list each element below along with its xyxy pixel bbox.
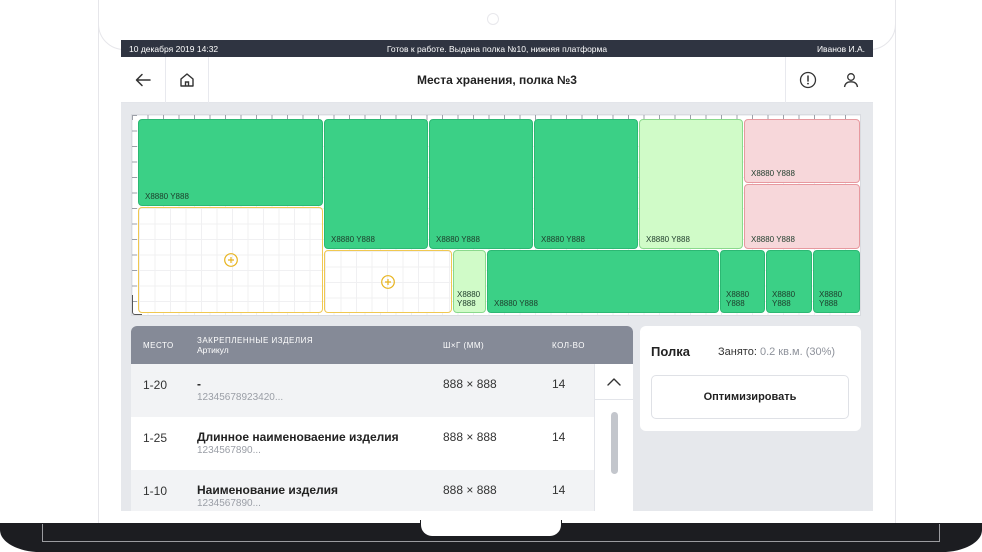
status-message: Готов к работе. Выдана полка №10, нижняя… [386,43,608,54]
storage-cell-label: X8880 Y888 [772,290,796,308]
occupied-info: Занято: 0.2 кв.м. (30%) [718,346,835,358]
alert-circle-icon [799,71,816,89]
user-button[interactable] [829,57,873,103]
storage-cell[interactable]: X8880 Y888 [720,250,765,313]
storage-cell-label: X8880 Y888 [751,235,795,244]
device-notch [420,520,562,537]
map-corner [132,295,142,315]
storage-cell-label: X8880 Y888 [436,235,480,244]
status-datetime: 10 декабря 2019 14:32 [129,43,219,54]
occupied-value: 0.2 кв.м. (30%) [759,346,836,358]
row-place: 1-20 [143,378,168,392]
row-name: Наименование изделия [197,483,339,497]
device-screen: 10 декабря 2019 14:32 Готов к работе. Вы… [121,40,873,511]
ruler-left [132,115,137,315]
device-base-edge-right [939,524,940,542]
table-row[interactable]: 1-20 - 12345678923420... 888 × 888 14 [131,364,594,417]
plus-circle-icon[interactable] [381,274,396,289]
camera-icon [487,13,499,25]
row-qty: 14 [552,377,566,391]
storage-cell[interactable]: X8880 Y888 [766,250,812,313]
scroll-up-button[interactable] [595,364,633,400]
storage-cell[interactable]: X8880 Y888 [534,119,638,249]
row-qty: 14 [552,483,566,497]
home-button[interactable] [165,57,209,103]
header-place: Место [143,341,174,350]
storage-cell[interactable]: X8880 Y888 [813,250,860,313]
row-size: 888 × 888 [443,483,497,497]
row-name: - [197,377,201,391]
storage-cell[interactable]: X8880 Y888 [744,119,860,183]
row-size: 888 × 888 [443,377,497,391]
table-header: Место Закрепленные изделия Артикул Ш×Г (… [131,326,633,364]
row-article: 12345678923420... [197,392,284,403]
storage-map: X8880 Y888 X8880 Y888 X8880 Y888 X8880 Y… [131,114,861,316]
plus-circle-icon[interactable] [223,253,238,268]
shelf-panel: Полка Занято: 0.2 кв.м. (30%) Оптимизиро… [640,326,861,431]
user-icon [843,73,859,88]
storage-cell-label: X8880 Y888 [646,235,690,244]
storage-cell-label: X8880 Y888 [494,299,538,308]
header-article: Артикул [197,345,229,355]
row-place: 1-10 [143,484,168,498]
storage-cell-label: X8880 Y888 [145,192,189,201]
storage-cell-label: X8880 Y888 [726,290,750,308]
page-title: Места хранения, полка №3 [417,73,577,87]
storage-cell[interactable]: X8880 Y888 [744,184,860,249]
storage-cell-label: X8880 Y888 [457,290,481,308]
home-icon [180,73,194,87]
occupied-label: Занято: [718,346,757,358]
table-scrollbar[interactable] [594,364,633,511]
storage-cell-label: X8880 Y888 [751,169,795,178]
storage-cell-label: X8880 Y888 [819,290,843,308]
storage-cell-label: X8880 Y888 [541,235,585,244]
back-button[interactable] [121,57,165,103]
storage-cell[interactable]: X8880 Y888 [138,119,323,206]
alert-button[interactable] [785,57,829,103]
row-place: 1-25 [143,431,168,445]
row-article: 1234567890... [197,445,261,456]
arrow-left-icon [135,73,151,87]
optimize-button[interactable]: Оптимизировать [651,375,849,419]
scroll-thumb[interactable] [611,412,618,474]
device-base-edge-left [42,524,43,542]
storage-cell[interactable]: X8880 Y888 [429,119,533,249]
table-row[interactable]: 1-25 Длинное наименоваение изделия 12345… [131,417,594,470]
row-size: 888 × 888 [443,430,497,444]
header-qty: Кол-во [552,341,585,350]
header-size: Ш×Г (мм) [443,341,485,350]
storage-cell[interactable]: X8880 Y888 [453,250,486,313]
row-qty: 14 [552,430,566,444]
storage-cell[interactable]: X8880 Y888 [639,119,743,249]
chevron-up-icon [607,377,621,386]
status-user: Иванов И.А. [816,43,865,54]
header-items: Закрепленные изделия [197,336,314,345]
storage-cell-label: X8880 Y888 [331,235,375,244]
row-article: 1234567890... [197,498,261,509]
device-frame-right [895,20,896,525]
empty-cell[interactable] [324,250,452,313]
device-frame-left [98,20,99,525]
panel-title: Полка [651,344,690,359]
table-row[interactable]: 1-10 Наименование изделия 1234567890... … [131,470,594,511]
storage-cell[interactable]: X8880 Y888 [324,119,428,249]
device-base-line [42,541,940,542]
row-name: Длинное наименоваение изделия [197,430,399,444]
ruler-top [132,115,860,120]
items-table: Место Закрепленные изделия Артикул Ш×Г (… [131,326,633,511]
empty-cell[interactable] [138,207,323,313]
storage-cell[interactable]: X8880 Y888 [487,250,719,313]
app-bar: Места хранения, полка №3 [121,57,873,103]
status-bar: 10 декабря 2019 14:32 Готов к работе. Вы… [121,40,873,57]
